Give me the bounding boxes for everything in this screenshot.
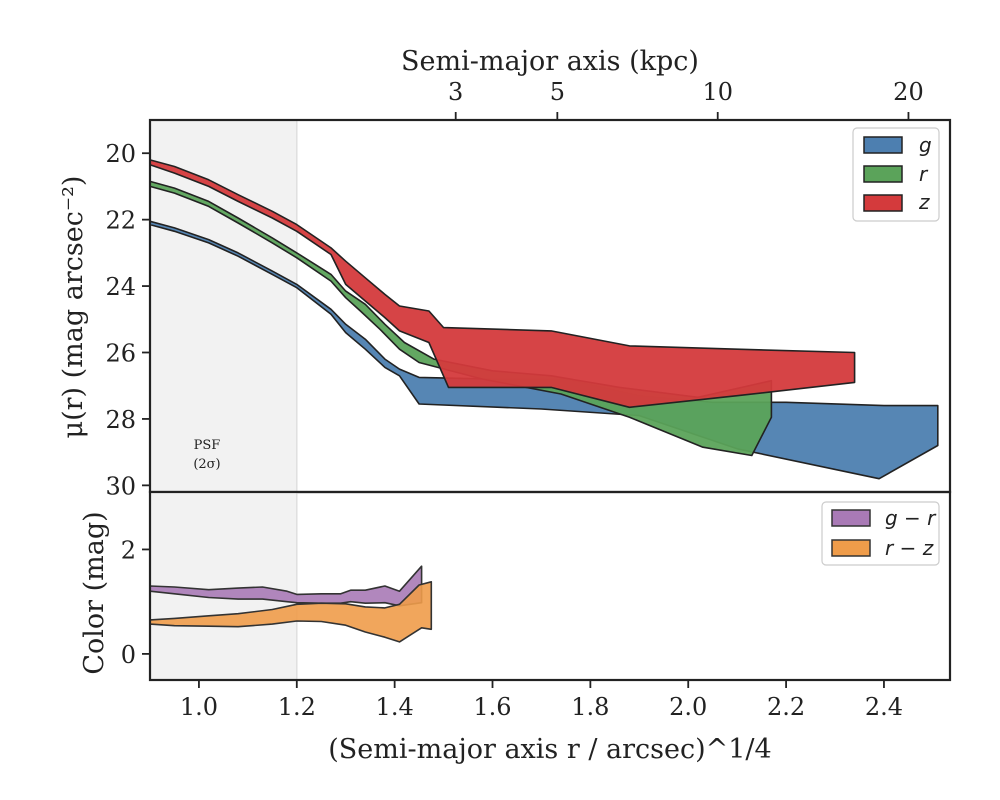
legend-swatch-r <box>863 165 903 183</box>
bottom-x-tick-label: 2.0 <box>669 693 707 721</box>
top-x-tick-label: 10 <box>702 78 733 106</box>
psf-label-line1: PSF <box>194 438 221 453</box>
top-x-ticks: 351020305075100 <box>448 78 924 120</box>
top-x-tick-label: 5 <box>550 78 565 106</box>
bottom-panel-frame <box>148 490 952 682</box>
bottom-y-ticks: 02 <box>121 536 150 669</box>
top-y-tick-label: 20 <box>105 140 136 168</box>
bottom-x-tick-label: 2.4 <box>865 693 903 721</box>
top-y-tick-label: 30 <box>105 472 136 500</box>
top-y-tick-label: 28 <box>105 406 136 434</box>
bottom-legend: g − r r − z <box>821 501 940 566</box>
top-legend: g r z <box>852 127 940 222</box>
top-y-tick-label: 24 <box>105 273 136 301</box>
bottom-y-tick-label: 2 <box>121 536 136 564</box>
color-series <box>149 565 433 643</box>
legend-swatch-r-z <box>831 539 871 557</box>
bottom-y-axis-title: Color (mag) <box>79 511 110 674</box>
top-x-tick-label: 3 <box>448 78 463 106</box>
legend-swatch-z <box>863 194 903 212</box>
bottom-y-tick-label: 0 <box>121 641 136 669</box>
bottom-x-ticks: 1.0 1.2 1.4 1.6 1.8 2.0 2.2 2.4 <box>180 680 903 721</box>
top-axis-title: Semi-major axis (kpc) <box>401 46 699 77</box>
bottom-x-tick-label: 1.0 <box>180 693 218 721</box>
bottom-x-tick-label: 1.8 <box>571 693 609 721</box>
bottom-x-tick-label: 2.2 <box>767 693 805 721</box>
bottom-x-tick-label: 1.2 <box>278 693 316 721</box>
legend-swatch-g-r <box>831 509 871 527</box>
series-band-rz <box>149 580 433 643</box>
series-band-z <box>149 159 856 409</box>
legend-label-z: z <box>918 190 930 214</box>
legend-swatch-g <box>863 136 903 154</box>
bottom-x-tick-label: 1.6 <box>473 693 511 721</box>
legend-label-g: g <box>919 133 932 157</box>
top-y-tick-label: 26 <box>105 340 136 368</box>
top-y-tick-label: 22 <box>105 207 136 235</box>
psf-label-line2: (2σ) <box>193 457 220 472</box>
surface-brightness-series <box>149 159 939 480</box>
legend-label-r-z: r − z <box>885 536 934 560</box>
bottom-x-tick-label: 1.4 <box>376 693 414 721</box>
top-y-axis-title: μ(r) (mag arcsec⁻²) <box>58 176 89 439</box>
top-y-ticks: 20 22 24 26 28 30 <box>105 140 150 500</box>
color-panel: 02 1.0 1.2 1.4 1.6 1.8 2.0 2.2 2.4 g − r r − z … <box>79 490 952 721</box>
legend-label-g-r: g − r <box>885 506 937 530</box>
legend-label-r: r <box>919 162 929 186</box>
psf-shaded-region <box>150 120 297 492</box>
bottom-x-axis-title: (Semi-major axis r / arcsec)^1/4 <box>328 734 771 765</box>
psf-shaded-region-bottom <box>150 492 297 680</box>
top-x-tick-label: 20 <box>893 78 924 106</box>
